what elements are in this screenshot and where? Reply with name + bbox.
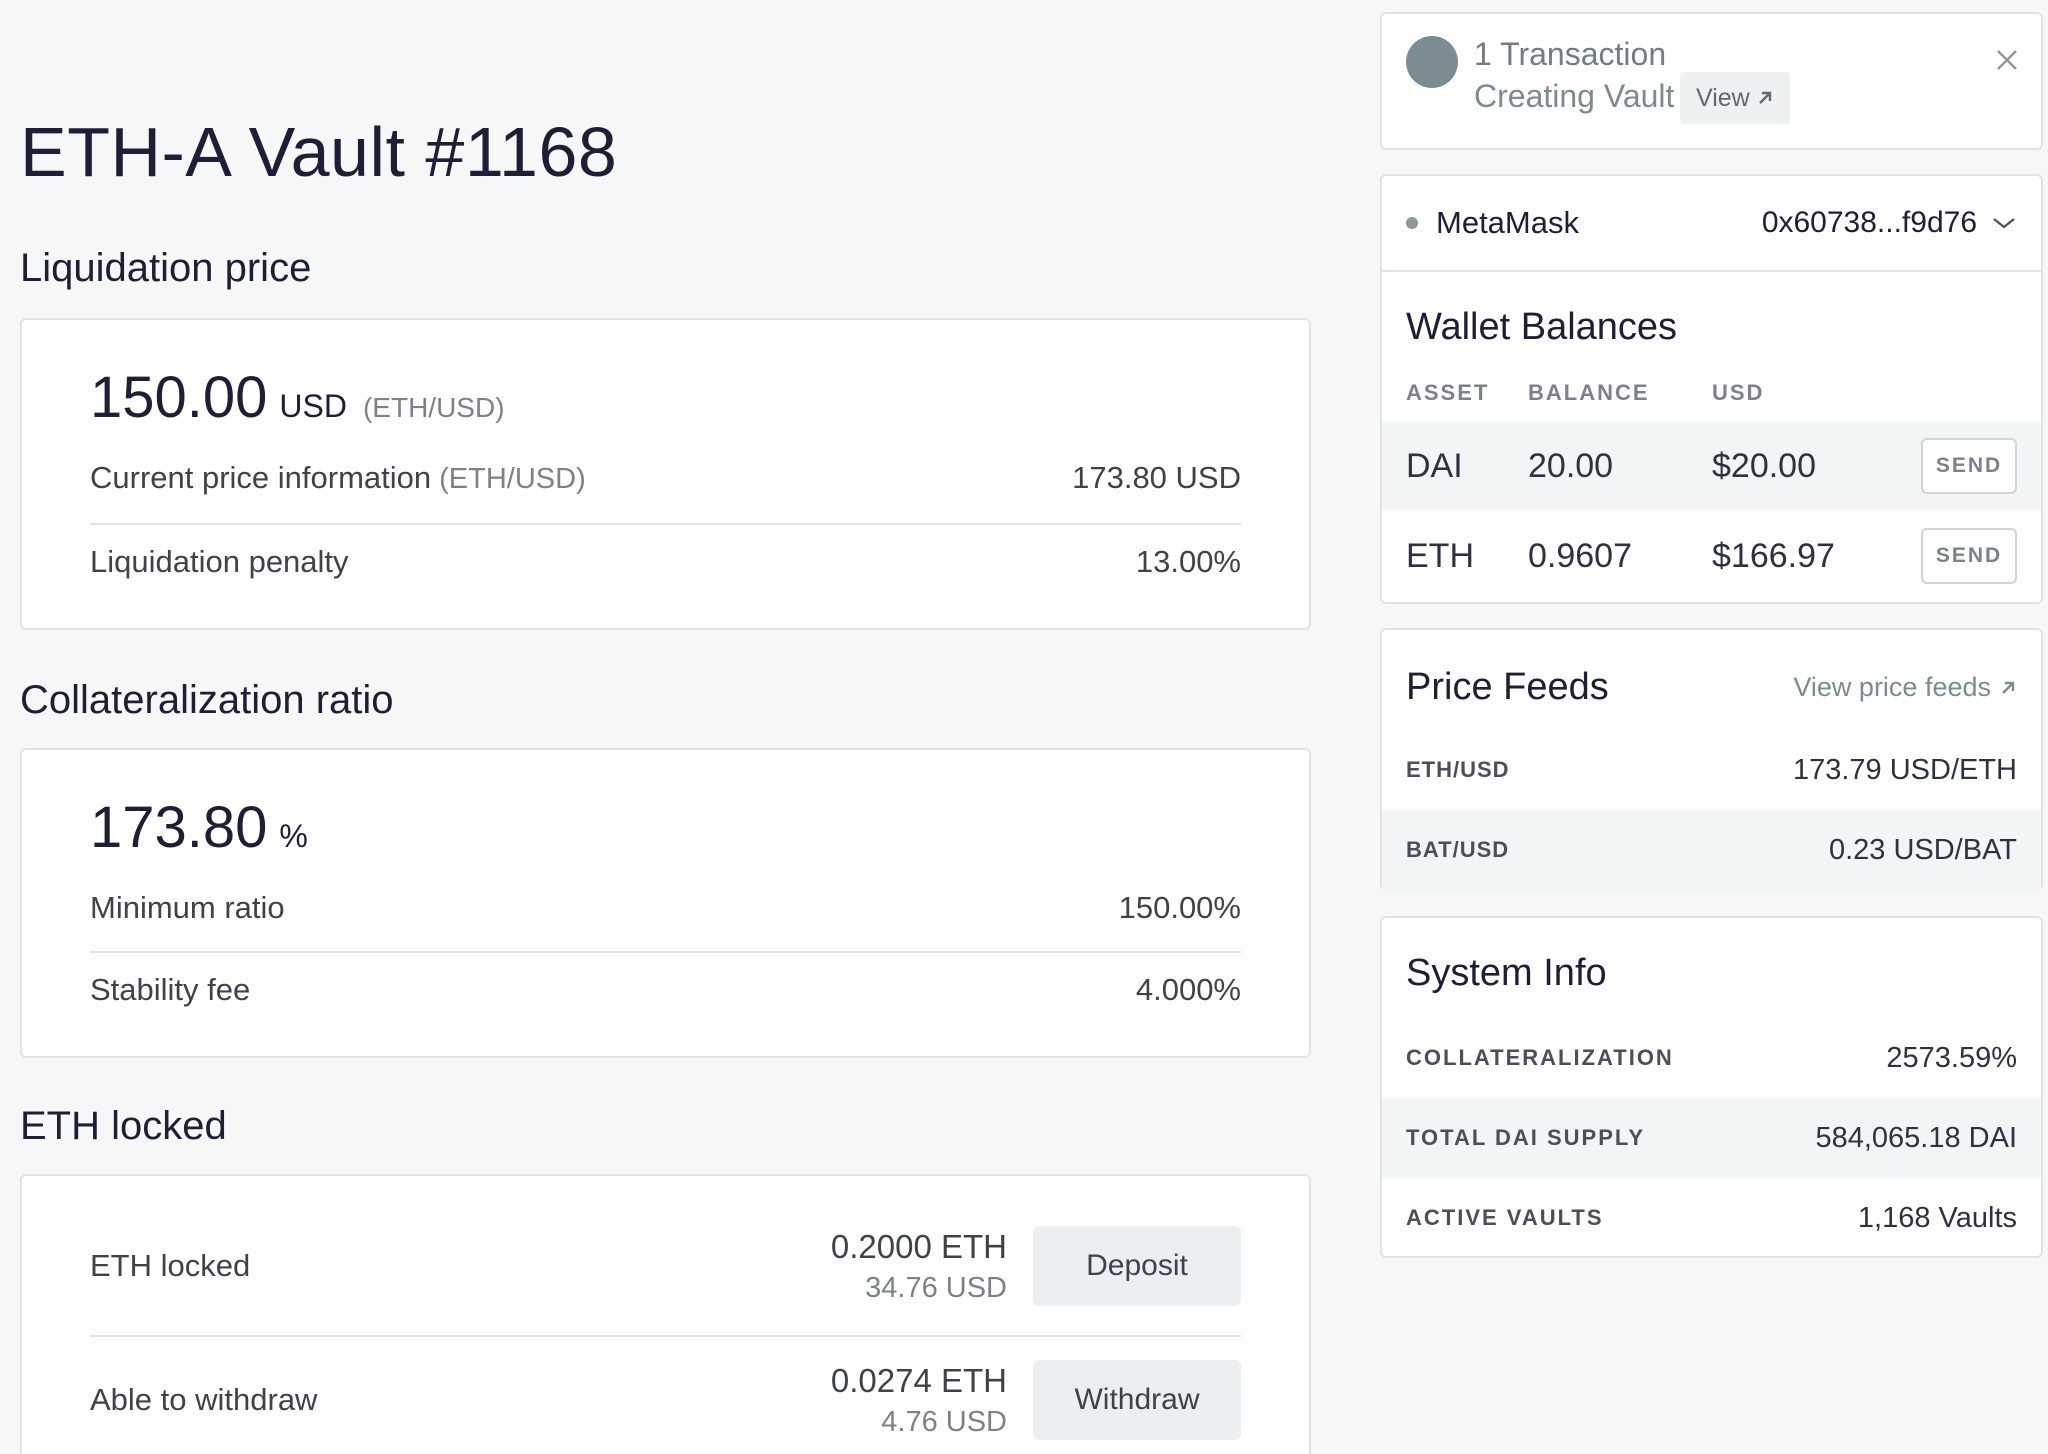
asset-usd: $20.00 [1712, 446, 1816, 485]
system-info-row: ACTIVE VAULTS 1,168 Vaults [1382, 1178, 2041, 1258]
able-to-withdraw-amount: 0.0274 ETH [830, 1361, 1007, 1399]
liquidation-penalty-value: 13.00% [1135, 544, 1241, 579]
asset-name: ETH [1406, 536, 1474, 575]
status-dot-icon [1406, 217, 1418, 229]
stability-fee-value: 4.000% [1135, 972, 1241, 1007]
system-info-row: TOTAL DAI SUPPLY 584,065.18 DAI [1382, 1098, 2041, 1178]
wallet-balances-title: Wallet Balances [1406, 306, 1678, 348]
column-header-usd: USD [1712, 380, 1765, 405]
system-info-value: 584,065.18 DAI [1815, 1121, 2017, 1154]
eth-locked-card: ETH locked 0.2000 ETH 34.76 USD Deposit … [20, 1174, 1311, 1454]
chevron-down-icon [1993, 218, 2015, 229]
eth-locked-usd: 34.76 USD [865, 1271, 1007, 1304]
price-feed-pair: ETH/USD [1406, 757, 1510, 782]
able-to-withdraw-label: Able to withdraw [90, 1382, 318, 1417]
wallet-provider: MetaMask [1436, 205, 1579, 240]
send-eth-button[interactable]: SEND [1921, 528, 2017, 584]
minimum-ratio-label: Minimum ratio [90, 890, 285, 925]
system-info-value: 2573.59% [1886, 1041, 2017, 1074]
collateralization-card: 173.80 % Minimum ratio 150.00% Stability… [20, 748, 1311, 1058]
transaction-view-button[interactable]: View [1680, 72, 1790, 124]
transaction-title: 1 Transaction [1474, 36, 1667, 72]
asset-balance: 0.9607 [1528, 536, 1632, 575]
collateralization-section-title: Collateralization ratio [20, 678, 394, 722]
eth-locked-section-title: ETH locked [20, 1104, 227, 1148]
minimum-ratio-value: 150.00% [1118, 890, 1241, 925]
minimum-ratio-row: Minimum ratio 150.00% [90, 890, 1241, 926]
current-price-label: Current price information [90, 460, 432, 495]
transaction-status: Creating Vault [1474, 78, 1675, 114]
price-feeds-title: Price Feeds [1406, 666, 1609, 708]
able-to-withdraw-amounts: 0.0274 ETH 4.76 USD [831, 1362, 1007, 1439]
current-price-value: 173.80 USD [1072, 460, 1241, 495]
able-to-withdraw-usd: 4.76 USD [881, 1405, 1007, 1438]
transaction-view-label: View [1696, 83, 1750, 112]
asset-name: DAI [1406, 446, 1463, 485]
liquidation-section-title: Liquidation price [20, 246, 312, 290]
system-info-panel: System Info COLLATERALIZATION 2573.59% T… [1380, 916, 2043, 1258]
system-info-label: ACTIVE VAULTS [1406, 1205, 1604, 1230]
divider [90, 951, 1241, 953]
eth-locked-amounts: 0.2000 ETH 34.76 USD [831, 1228, 1007, 1305]
price-feed-row: ETH/USD 173.79 USD/ETH [1382, 730, 2041, 810]
close-icon[interactable] [1995, 48, 2019, 72]
asset-usd: $166.97 [1712, 536, 1835, 575]
eth-locked-amount: 0.2000 ETH [830, 1227, 1007, 1265]
current-price-row: Current price information (ETH/USD) 173.8… [90, 460, 1241, 496]
liquidation-penalty-row: Liquidation penalty 13.00% [90, 544, 1241, 580]
eth-locked-row: ETH locked 0.2000 ETH 34.76 USD Deposit [90, 1226, 1241, 1306]
system-info-label: TOTAL DAI SUPPLY [1406, 1125, 1646, 1150]
divider [90, 523, 1241, 525]
wallet-panel: MetaMask 0x60738...f9d76 Wallet Balances… [1380, 174, 2043, 604]
collateralization-figure: 173.80 % [90, 794, 308, 861]
balance-row-eth: ETH 0.9607 $166.97 SEND [1382, 512, 2041, 600]
system-info-row: COLLATERALIZATION 2573.59% [1382, 1018, 2041, 1098]
liquidation-price-pair: (ETH/USD) [362, 392, 505, 423]
transaction-avatar [1406, 36, 1458, 88]
column-header-asset: ASSET [1406, 380, 1490, 405]
price-feed-row: BAT/USD 0.23 USD/BAT [1382, 810, 2041, 890]
page-title: ETH-A Vault #1168 [20, 113, 618, 191]
wallet-address: 0x60738...f9d76 [1761, 206, 1977, 239]
balance-row-dai: DAI 20.00 $20.00 SEND [1382, 422, 2041, 510]
eth-locked-label: ETH locked [90, 1248, 251, 1283]
divider [90, 1335, 1241, 1337]
liquidation-card: 150.00 USD (ETH/USD) Current price infor… [20, 318, 1311, 630]
stability-fee-label: Stability fee [90, 972, 251, 1007]
external-link-icon [2002, 681, 2015, 694]
system-info-label: COLLATERALIZATION [1406, 1045, 1674, 1070]
current-price-pair: (ETH/USD) [439, 463, 586, 495]
external-link-icon [1758, 91, 1771, 104]
view-price-feeds-link[interactable]: View price feeds [1793, 672, 2017, 703]
price-feed-value: 0.23 USD/BAT [1828, 833, 2017, 866]
system-info-value: 1,168 Vaults [1857, 1201, 2017, 1234]
price-feed-pair: BAT/USD [1406, 837, 1510, 862]
collateralization-unit: % [279, 818, 308, 854]
asset-balance: 20.00 [1528, 446, 1614, 485]
price-feed-value: 173.79 USD/ETH [1792, 753, 2017, 786]
collateralization-value: 173.80 [90, 795, 268, 860]
liquidation-price-unit: USD [279, 388, 347, 424]
transaction-notification: 1 Transaction Creating Vault View [1380, 12, 2043, 150]
withdraw-button[interactable]: Withdraw [1033, 1360, 1241, 1440]
wallet-account-selector[interactable]: MetaMask 0x60738...f9d76 [1382, 176, 2041, 272]
system-info-title: System Info [1406, 952, 1607, 994]
able-to-withdraw-row: Able to withdraw 0.0274 ETH 4.76 USD Wit… [90, 1360, 1241, 1440]
view-price-feeds-label: View price feeds [1793, 672, 1991, 702]
liquidation-price-value: 150.00 [90, 365, 268, 430]
price-feeds-panel: Price Feeds View price feeds ETH/USD 173… [1380, 628, 2043, 890]
send-dai-button[interactable]: SEND [1921, 438, 2017, 494]
liquidation-price-figure: 150.00 USD (ETH/USD) [90, 364, 505, 431]
liquidation-penalty-label: Liquidation penalty [90, 544, 349, 579]
deposit-button[interactable]: Deposit [1033, 1226, 1241, 1306]
column-header-balance: BALANCE [1528, 380, 1650, 405]
stability-fee-row: Stability fee 4.000% [90, 972, 1241, 1008]
